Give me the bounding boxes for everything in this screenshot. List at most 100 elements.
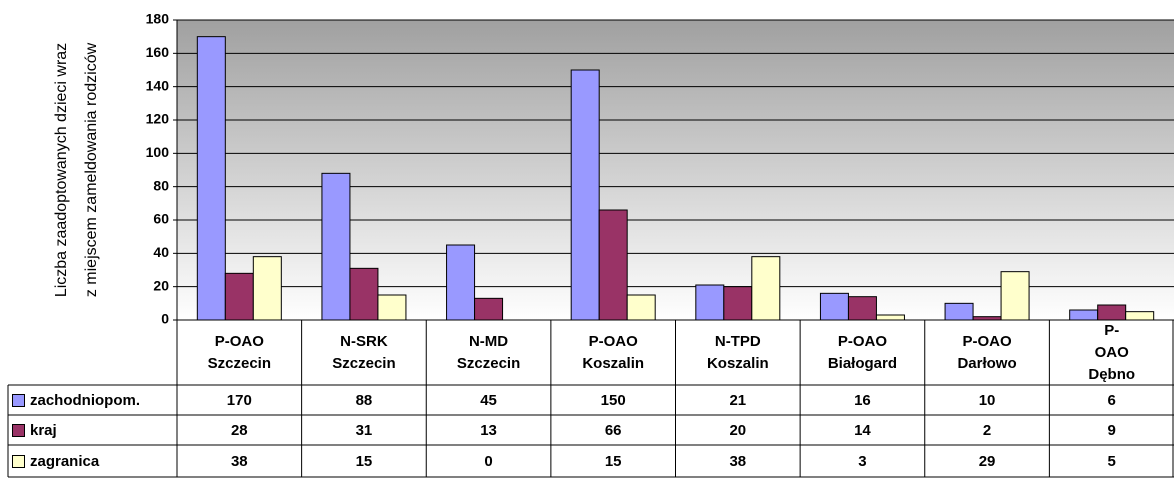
x-tick-label: P-OAO Białogard [800,320,925,385]
bar [1097,304,1127,321]
table-value-text: 14 [854,421,871,439]
table-value: 66 [551,415,676,445]
x-tick-label-text: P-OAO Koszalin [582,332,645,372]
y-axis-label: z miejscem zameldowania rodziców [83,42,100,297]
table-value: 10 [925,385,1050,415]
legend-swatch [12,393,25,407]
bar [695,284,725,321]
y-tick-label: 0 [161,311,169,327]
table-value: 170 [177,385,302,415]
table-value: 28 [177,415,302,445]
legend-item: zagranica [8,445,177,477]
table-value-text: 31 [355,421,373,439]
table-value-text: 9 [1107,421,1116,439]
legend-item: kraj [8,415,177,445]
table-value: 31 [302,415,427,445]
table-value: 5 [1049,445,1174,477]
bar [1000,271,1030,321]
y-tick-label: 100 [146,144,170,160]
table-value-text: 5 [1107,452,1116,470]
table-value-text: 170 [226,391,252,409]
bar [847,296,877,321]
bar [474,297,504,321]
x-tick-label: N-MD Szczecin [426,320,551,385]
x-tick-label-text: N-TPD Koszalin [706,332,769,372]
table-value-text: 88 [355,391,373,409]
table-value: 38 [177,445,302,477]
legend-swatch [12,454,25,468]
table-value: 16 [800,385,925,415]
table-value: 15 [302,445,427,477]
x-tick-label-text: N-SRK Szczecin [332,332,396,372]
table-value: 38 [676,445,801,477]
bar [224,272,254,321]
y-tick-label: 180 [146,11,170,27]
table-value-text: 3 [858,452,867,470]
table-value: 29 [925,445,1050,477]
x-tick-label: N-SRK Szczecin [302,320,427,385]
table-value: 13 [426,415,551,445]
table-value-text: 15 [355,452,373,470]
x-tick-label-text: P-OAO Białogard [827,332,898,372]
table-value-text: 45 [480,391,497,409]
table-value-text: 38 [729,452,747,470]
table-value-text: 6 [1107,391,1116,409]
bar [321,172,351,321]
bar [349,267,379,321]
x-tick-label: P-OAO Koszalin [551,320,676,385]
table-value: 150 [551,385,676,415]
table-value-text: 28 [230,421,248,439]
table-value: 9 [1049,415,1174,445]
table-value: 2 [925,415,1050,445]
table-value: 0 [426,445,551,477]
bar [196,36,226,321]
table-value: 88 [302,385,427,415]
table-value-text: 20 [729,421,747,439]
bar [723,286,753,321]
bar [446,244,476,321]
bar [377,294,407,321]
table-value: 15 [551,445,676,477]
x-tick-label-text: P-OAO Szczecin [207,332,271,372]
x-tick-label: P-OAO Darłowo [925,320,1050,385]
table-value-text: 10 [978,391,996,409]
table-value: 6 [1049,385,1174,415]
y-tick-label: 140 [146,77,170,93]
bar [598,209,628,321]
legend-label: zachodniopom. [30,391,140,409]
x-tick-label-text: N-MD Szczecin [456,332,521,372]
table-value-text: 0 [484,452,493,470]
table-value-text: 15 [604,452,622,470]
legend-item: zachodniopom. [8,385,177,415]
table-value-text: 16 [854,391,871,409]
legend-label: kraj [30,421,57,439]
legend-label: zagranica [30,452,100,470]
y-tick-label: 20 [153,277,169,293]
bar [1069,309,1099,321]
y-axis-label: Liczba zaadoptowanych dzieci wraz [53,43,70,297]
table-value: 45 [426,385,551,415]
bar [944,302,974,321]
table-value: 14 [800,415,925,445]
bar [626,294,656,321]
y-tick-label: 160 [146,44,170,60]
y-tick-label: 80 [153,177,169,193]
x-tick-label: P-OAO Dębno [1049,320,1174,385]
x-tick-label: P-OAO Szczecin [177,320,302,385]
x-tick-label-text: P-OAO Dębno [1088,321,1136,383]
y-tick-label: 60 [153,211,169,227]
table-value: 21 [676,385,801,415]
table-value-text: 150 [600,391,626,409]
bar [819,292,849,321]
table-value-text: 66 [604,421,622,439]
y-tick-label: 120 [146,111,170,127]
bar [751,256,781,321]
table-value-text: 13 [480,421,497,439]
x-tick-label-text: P-OAO Darłowo [957,332,1017,372]
table-value-text: 2 [982,421,992,439]
bar [570,69,600,321]
table-value-text: 29 [978,452,996,470]
table-value-text: 38 [230,452,248,470]
